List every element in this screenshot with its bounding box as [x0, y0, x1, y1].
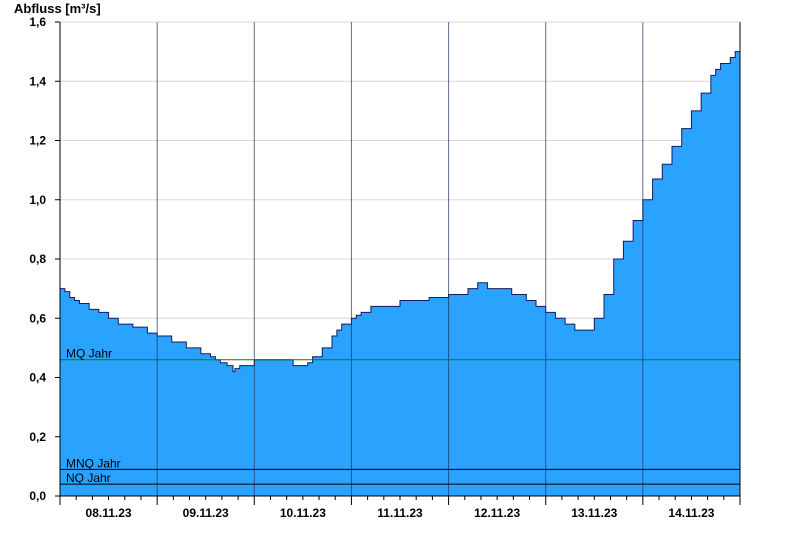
- day-separators: [156, 22, 644, 496]
- discharge-fill: [60, 45, 740, 496]
- ref-label-0: MQ Jahr: [66, 347, 112, 361]
- x-tick-label-5: 13.11.23: [571, 506, 617, 520]
- x-tick-label-3: 11.11.23: [377, 506, 423, 520]
- y-tick-label-1: 0,2: [29, 430, 46, 444]
- y-tick-labels: 0,0 0,2 0,4 0,6 0,8 1,0 1,2 1,4 1,6: [29, 15, 60, 503]
- y-tick-label-0: 0,0: [29, 489, 46, 503]
- x-tick-label-0: 08.11.23: [86, 506, 132, 520]
- y-tick-label-4: 0,8: [29, 252, 46, 266]
- y-tick-label-7: 1,4: [29, 74, 46, 88]
- y-tick-label-2: 0,4: [29, 371, 46, 385]
- x-tick-labels: 08.11.23 09.11.23 10.11.23 11.11.23 12.11.23…: [59, 496, 741, 520]
- x-tick-label-2: 10.11.23: [280, 506, 326, 520]
- y-tick-label-6: 1,2: [29, 134, 46, 148]
- y-tick-label-5: 1,0: [29, 193, 46, 207]
- y-tick-label-8: 1,6: [29, 15, 46, 29]
- x-tick-label-4: 12.11.23: [474, 506, 520, 520]
- x-tick-label-1: 09.11.23: [183, 506, 229, 520]
- discharge-area: [60, 45, 741, 496]
- x-tick-label-6: 14.11.23: [668, 506, 714, 520]
- ref-label-2: NQ Jahr: [66, 471, 111, 485]
- y-tick-label-3: 0,6: [29, 311, 46, 325]
- ref-label-1: MNQ Jahr: [66, 456, 121, 470]
- y-axis-label: Abfluss [m³/s]: [14, 1, 101, 16]
